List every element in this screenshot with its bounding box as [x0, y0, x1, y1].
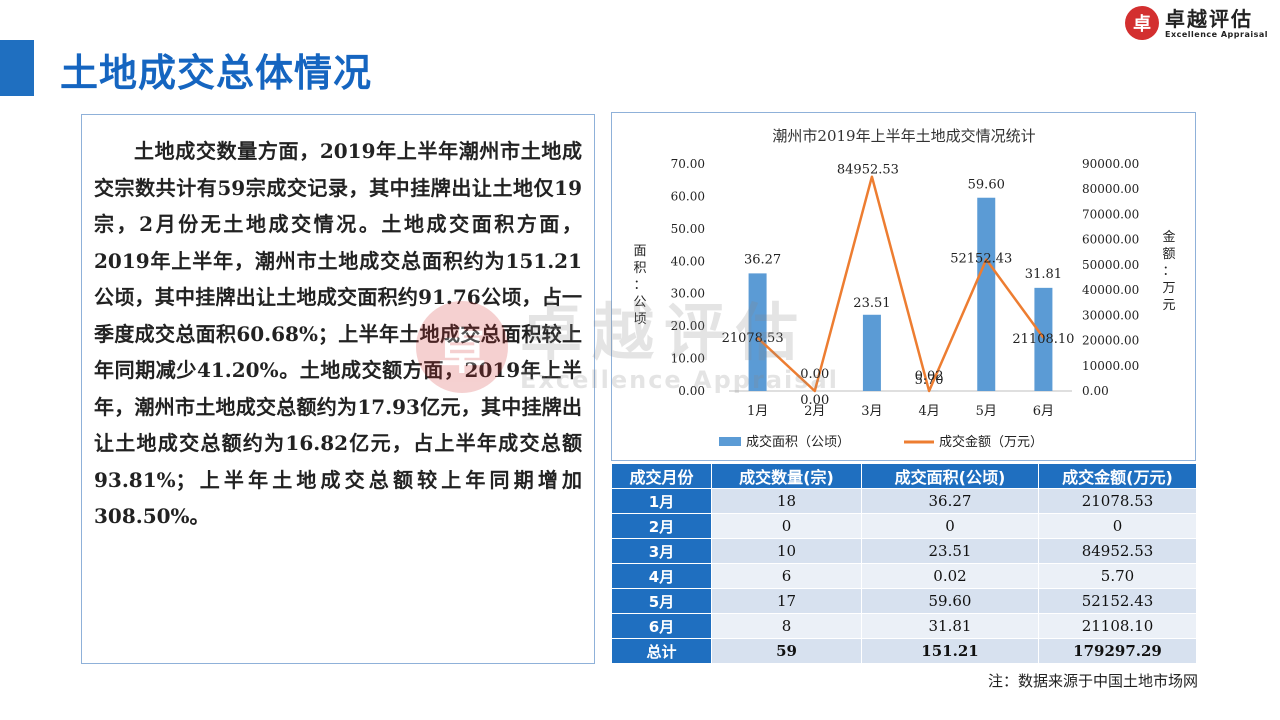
bar-area-5 [977, 197, 996, 391]
cell-total-label: 总计 [611, 638, 712, 664]
table-row: 6月 8 31.81 21108.10 [611, 613, 1197, 639]
cell-month: 6月 [611, 613, 712, 639]
cell-amount: 84952.53 [1038, 538, 1197, 564]
cell-month: 5月 [611, 588, 712, 614]
cell-area: 0.02 [861, 563, 1039, 589]
bar-area-1 [748, 273, 767, 391]
y-tick-label: 10.00 [671, 352, 705, 366]
cell-total-count: 59 [711, 638, 862, 664]
cell-count: 8 [711, 613, 862, 639]
cell-amount: 52152.43 [1038, 588, 1197, 614]
cell-area: 36.27 [861, 488, 1039, 514]
legend-label-amount: 成交金额（万元） [939, 434, 1043, 450]
cell-area: 0 [861, 513, 1039, 539]
table-row: 3月 10 23.51 84952.53 [611, 538, 1197, 564]
bar-label: 59.60 [968, 178, 1005, 193]
bar-area-3 [862, 314, 881, 391]
y2-tick-label: 90000.00 [1082, 157, 1139, 171]
line-label: 84952.53 [837, 163, 899, 178]
table-row: 1月 18 36.27 21078.53 [611, 488, 1197, 514]
y-tick-label: 70.00 [671, 157, 705, 171]
y-tick-label: 0.00 [678, 384, 705, 398]
transaction-table: 成交月份 成交数量(宗) 成交面积(公顷) 成交金额(万元) 1月 18 36.… [611, 463, 1197, 664]
x-tick-label: 5月 [976, 404, 997, 419]
cell-month: 4月 [611, 563, 712, 589]
line-label: 21078.53 [722, 331, 784, 346]
y2-tick-label: 50000.00 [1082, 258, 1139, 272]
bar-label: 31.81 [1025, 267, 1062, 282]
y2-tick-label: 0.00 [1082, 384, 1109, 398]
y2-tick-label: 10000.00 [1082, 359, 1139, 373]
chart-title: 潮州市2019年上半年土地成交情况统计 [772, 127, 1035, 145]
summary-paragraph: 土地成交数量方面，2019年上半年潮州市土地成交宗数共计有59宗成交记录，其中挂… [94, 139, 582, 528]
cell-month: 2月 [611, 513, 712, 539]
y2-axis-title: 金额：万元 [1162, 229, 1175, 313]
cell-count: 17 [711, 588, 862, 614]
y-tick-label: 60.00 [671, 189, 705, 203]
combo-chart: 潮州市2019年上半年土地成交情况统计 0.00 10.00 20.00 30.00 40… [633, 127, 1175, 450]
cell-month: 3月 [611, 538, 712, 564]
legend-swatch-area [719, 437, 741, 446]
bar-label: 23.51 [853, 296, 890, 311]
header-month: 成交月份 [611, 463, 712, 489]
header-count: 成交数量(宗) [711, 463, 862, 489]
title-accent-bar [0, 40, 34, 96]
cell-total-amount: 179297.29 [1038, 638, 1197, 664]
legend-label-area: 成交面积（公顷） [746, 434, 850, 450]
y-tick-label: 30.00 [671, 287, 705, 301]
header-amount: 成交金额(万元) [1038, 463, 1197, 489]
y-tick-label: 40.00 [671, 254, 705, 268]
header-area: 成交面积(公顷) [861, 463, 1039, 489]
bar-label: 0.00 [800, 367, 829, 382]
x-tick-label: 3月 [861, 404, 882, 419]
logo-icon: 卓 [1125, 6, 1160, 40]
cell-amount: 21108.10 [1038, 613, 1197, 639]
y2-tick-label: 70000.00 [1082, 207, 1139, 221]
y-tick-label: 50.00 [671, 222, 705, 236]
x-tick-label: 1月 [747, 404, 768, 419]
company-logo: 卓 卓越评估 Excellence Appraisal [1125, 6, 1268, 40]
line-label: 52152.43 [950, 251, 1012, 266]
logo-name-en: Excellence Appraisal [1165, 29, 1268, 39]
cell-total-area: 151.21 [861, 638, 1039, 664]
cell-area: 23.51 [861, 538, 1039, 564]
table-row: 5月 17 59.60 52152.43 [611, 588, 1197, 614]
cell-area: 59.60 [861, 588, 1039, 614]
x-tick-label: 2月 [804, 404, 825, 419]
line-label: 0.00 [800, 393, 829, 408]
table-total-row: 总计 59 151.21 179297.29 [611, 638, 1197, 664]
cell-count: 10 [711, 538, 862, 564]
page-title: 土地成交总体情况 [60, 51, 373, 95]
y2-tick-label: 80000.00 [1082, 182, 1139, 196]
cell-month: 1月 [611, 488, 712, 514]
table-row: 4月 6 0.02 5.70 [611, 563, 1197, 589]
chart-container: 潮州市2019年上半年土地成交情况统计 0.00 10.00 20.00 30.00 40… [611, 112, 1196, 461]
bar-label: 36.27 [744, 252, 781, 267]
cell-amount: 21078.53 [1038, 488, 1197, 514]
line-amount [756, 175, 1045, 393]
summary-text-box: 土地成交数量方面，2019年上半年潮州市土地成交宗数共计有59宗成交记录，其中挂… [81, 114, 595, 664]
cell-count: 0 [711, 513, 862, 539]
cell-count: 6 [711, 563, 862, 589]
x-tick-label: 4月 [918, 404, 939, 419]
line-label: 5.70 [915, 373, 944, 388]
cell-amount: 5.70 [1038, 563, 1197, 589]
cell-count: 18 [711, 488, 862, 514]
bar-label: 0.02 [915, 369, 944, 384]
logo-name-cn: 卓越评估 [1165, 6, 1254, 31]
source-footnote: 注：数据来源于中国土地市场网 [987, 672, 1198, 690]
x-tick-label: 6月 [1033, 404, 1054, 419]
table-header-row: 成交月份 成交数量(宗) 成交面积(公顷) 成交金额(万元) [611, 463, 1197, 489]
y2-tick-label: 40000.00 [1082, 283, 1139, 297]
cell-amount: 0 [1038, 513, 1197, 539]
bar-area-6 [1034, 287, 1053, 391]
y2-tick-label: 30000.00 [1082, 308, 1139, 322]
y2-tick-label: 20000.00 [1082, 334, 1139, 348]
cell-area: 31.81 [861, 613, 1039, 639]
table-row: 2月 0 0 0 [611, 513, 1197, 539]
y2-tick-label: 60000.00 [1082, 233, 1139, 247]
y-tick-label: 20.00 [671, 319, 705, 333]
line-label: 21108.10 [1012, 332, 1074, 347]
y-axis-title: 面积：公顷 [633, 244, 646, 327]
